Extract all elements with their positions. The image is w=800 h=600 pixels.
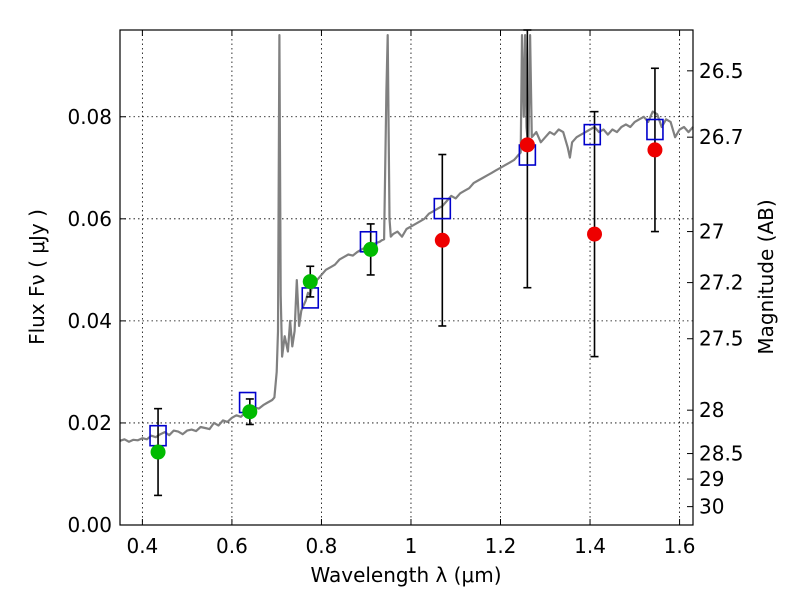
x-axis-title: Wavelength λ (μm) [310, 563, 501, 587]
non-detection-point [647, 142, 663, 158]
plot-frame [119, 29, 694, 526]
right-tick-label: 27.5 [699, 327, 744, 351]
x-tick-label: 0.8 [306, 534, 338, 558]
x-tick-label: 1.4 [574, 534, 606, 558]
y-axis-title: Flux Fν ( μJy ) [25, 209, 49, 345]
right-tick-label: 29 [699, 467, 724, 491]
spectrum-line [119, 34, 694, 443]
model-photometry-square [433, 197, 452, 220]
y-tick-label: 0.04 [67, 309, 112, 333]
right-tick-label: 26.5 [699, 59, 744, 83]
x-tick-label: 1 [405, 534, 418, 558]
model-photometry-square [583, 123, 602, 146]
right-tick-label: 27 [699, 220, 724, 244]
right-tick-label: 27.2 [699, 271, 744, 295]
right-tick-label: 28.5 [699, 442, 744, 466]
detection-point [242, 404, 258, 420]
errorbar-layer [154, 29, 659, 497]
x-tick-label: 0.6 [216, 534, 248, 558]
y-tick-label: 0.08 [67, 105, 112, 129]
detection-point [150, 444, 166, 460]
right-tick-label: 26.7 [699, 125, 744, 149]
right-axis-title: Magnitude (AB) [754, 199, 778, 354]
tick-layer: 0.4 0.6 0.8 1 1.2 1.4 1.6 0.00 0.02 0.04 0.06 0.08 2… [67, 30, 744, 558]
marker-layer [149, 118, 664, 460]
y-tick-label: 0.06 [67, 207, 112, 231]
grid-layer [120, 30, 693, 526]
non-detection-point [519, 137, 535, 153]
non-detection-point [587, 226, 603, 242]
detection-point [302, 274, 318, 290]
spectrum-layer [119, 34, 694, 443]
model-photometry-square [646, 118, 664, 141]
x-tick-label: 0.4 [126, 534, 158, 558]
y-tick-label: 0.00 [67, 513, 112, 537]
x-tick-label: 1.6 [664, 534, 696, 558]
non-detection-point [434, 232, 450, 248]
x-tick-label: 1.2 [485, 534, 517, 558]
y-tick-label: 0.02 [67, 411, 112, 435]
detection-point [363, 241, 379, 257]
right-tick-label: 30 [699, 495, 724, 519]
right-tick-label: 28 [699, 398, 724, 422]
